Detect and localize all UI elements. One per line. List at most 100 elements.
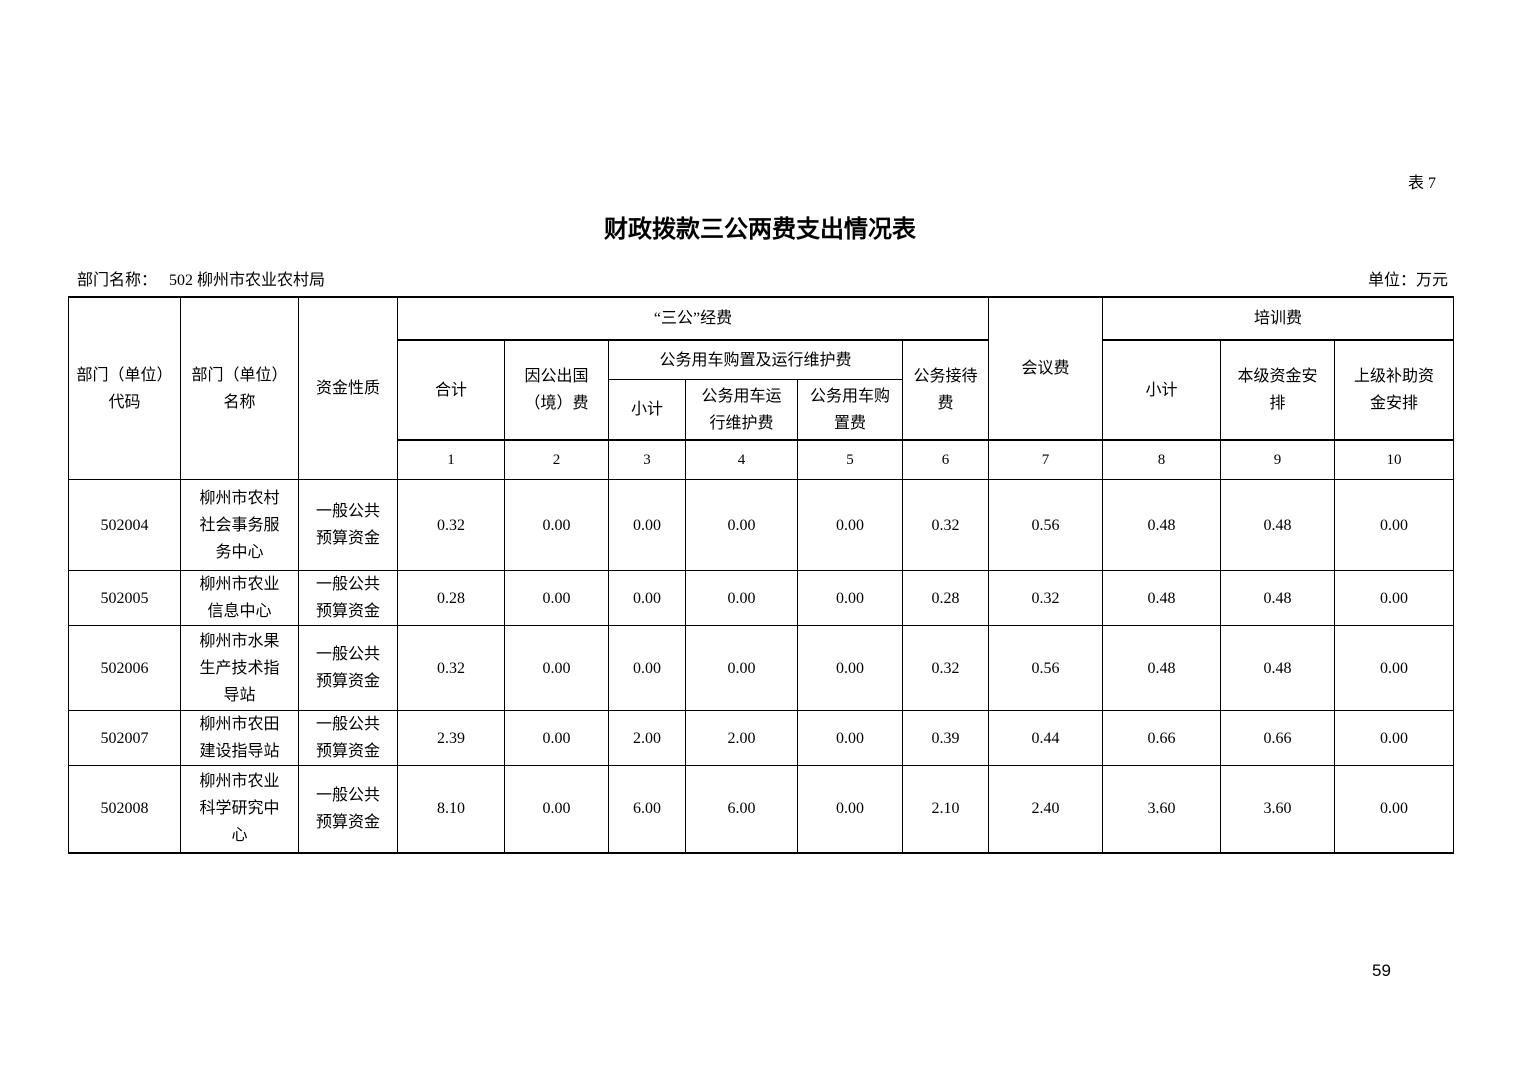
cell-value: 2.39 [397,710,505,766]
header-vehicle-group: 公务用车购置及运行维护费 [608,339,903,380]
cell-value: 2.00 [685,710,798,766]
cell-dept-code: 502006 [68,625,181,711]
header-training-local: 本级资金安 排 [1220,339,1335,441]
cell-value: 0.00 [608,570,686,626]
col-number: 3 [608,439,686,480]
header-reception-fee: 公务接待 费 [902,339,989,441]
cell-value: 0.66 [1102,710,1221,766]
col-number: 9 [1220,439,1335,480]
cell-value: 0.00 [797,710,903,766]
cell-value: 3.60 [1220,765,1335,854]
table-row: 502004 柳州市农村 社会事务服 务中心 一般公共 预算资金 0.32 0.… [68,479,1455,571]
unit-label: 单位：万元 [1367,272,1448,289]
cell-value: 0.00 [797,479,903,571]
department-value: 502 柳州市农业农村局 [169,272,326,289]
cell-value: 0.00 [608,625,686,711]
cell-value: 0.00 [1333,710,1455,766]
cell-dept-code: 502008 [68,765,181,854]
header-training-group: 培训费 [1101,296,1455,341]
cell-value: 0.00 [685,625,798,711]
page-number: 59 [1372,961,1391,980]
cell-value: 6.00 [608,765,686,854]
cell-value: 3.60 [1102,765,1221,854]
cell-dept-code: 502007 [68,710,181,766]
cell-value: 0.00 [504,625,609,711]
cell-value: 0.00 [1333,570,1455,626]
cell-value: 0.28 [397,570,505,626]
header-abroad-fee: 因公出国 （境）费 [504,339,609,441]
department-label: 部门名称： [77,272,158,289]
cell-dept-name: 柳州市农田 建设指导站 [180,710,299,766]
header-sangong-group: “三公”经费 [397,296,989,341]
cell-value: 0.00 [797,570,903,626]
cell-value: 0.48 [1220,625,1335,711]
header-row-sub: 合计 因公出国 （境）费 公务用车购置及运行维护费 公务接待 费 小计 本级资金… [69,339,1455,441]
header-row-numbers: 1 2 3 4 5 6 7 8 9 10 [69,439,1455,480]
cell-value: 0.00 [1333,765,1455,854]
header-dept-name: 部门（单位） 名称 [180,296,299,480]
cell-dept-code: 502005 [68,570,181,626]
cell-value: 0.48 [1220,570,1335,626]
cell-value: 0.32 [988,570,1103,626]
cell-fund-nature: 一般公共 预算资金 [298,625,398,711]
header-training-superior: 上级补助资 金安排 [1333,339,1455,441]
department-line: 部门名称： 502 柳州市农业农村局 [77,266,325,290]
cell-value: 0.28 [902,570,989,626]
cell-fund-nature: 一般公共 预算资金 [298,479,398,571]
cell-value: 0.66 [1220,710,1335,766]
cell-fund-nature: 一般公共 预算资金 [298,570,398,626]
header-total: 合计 [397,339,505,441]
cell-value: 0.44 [988,710,1103,766]
meta-row: 部门名称： 502 柳州市农业农村局 单位：万元 [77,266,1448,290]
cell-value: 0.00 [504,479,609,571]
header-dept-code: 部门（单位） 代码 [68,296,181,480]
header-training-subtotal: 小计 [1102,339,1221,441]
cell-value: 0.00 [1333,479,1455,571]
cell-value: 0.32 [397,625,505,711]
header-row-vehicle: 小计 公务用车运 行维护费 公务用车购 置费 [69,379,1454,441]
cell-fund-nature: 一般公共 预算资金 [298,710,398,766]
cell-value: 0.00 [608,479,686,571]
header-fund-nature: 资金性质 [298,296,398,480]
table-row: 502006 柳州市水果 生产技术指 导站 一般公共 预算资金 0.32 0.0… [68,625,1455,711]
col-number: 4 [685,439,798,480]
cell-dept-code: 502004 [68,479,181,571]
cell-value: 0.56 [988,479,1103,571]
cell-value: 0.00 [685,479,798,571]
table-row: 502007 柳州市农田 建设指导站 一般公共 预算资金 2.39 0.00 2… [68,710,1455,766]
col-number: 5 [797,439,903,480]
cell-fund-nature: 一般公共 预算资金 [298,765,398,854]
cell-value: 0.48 [1102,479,1221,571]
cell-dept-name: 柳州市农村 社会事务服 务中心 [180,479,299,571]
cell-value: 2.40 [988,765,1103,854]
expenditure-table: 部门（单位） 代码 部门（单位） 名称 资金性质 “三公”经费 会议费 培训费 … [68,296,1455,854]
header-row-groups: 部门（单位） 代码 部门（单位） 名称 资金性质 “三公”经费 会议费 培训费 [68,296,1455,480]
header-vehicle-maintenance: 公务用车运 行维护费 [685,379,798,441]
col-number: 2 [504,439,609,480]
cell-dept-name: 柳州市水果 生产技术指 导站 [180,625,299,711]
cell-value: 8.10 [397,765,505,854]
cell-value: 0.32 [902,479,989,571]
header-vehicle-subtotal: 小计 [608,379,686,441]
cell-value: 0.00 [504,765,609,854]
cell-value: 0.00 [504,570,609,626]
cell-dept-name: 柳州市农业 信息中心 [180,570,299,626]
cell-value: 0.32 [397,479,505,571]
col-number: 10 [1333,439,1455,480]
cell-value: 0.00 [797,625,903,711]
cell-value: 0.48 [1102,570,1221,626]
cell-value: 0.00 [504,710,609,766]
cell-value: 0.00 [1333,625,1455,711]
cell-value: 0.32 [902,625,989,711]
col-number: 1 [397,439,505,480]
col-number: 6 [902,439,989,480]
cell-value: 2.10 [902,765,989,854]
table-row: 502008 柳州市农业 科学研究中 心 一般公共 预算资金 8.10 0.00… [68,765,1455,854]
cell-value: 0.00 [797,765,903,854]
cell-value: 0.48 [1102,625,1221,711]
cell-dept-name: 柳州市农业 科学研究中 心 [180,765,299,854]
cell-value: 6.00 [685,765,798,854]
header-meeting-fee: 会议费 [988,296,1103,441]
cell-value: 2.00 [608,710,686,766]
